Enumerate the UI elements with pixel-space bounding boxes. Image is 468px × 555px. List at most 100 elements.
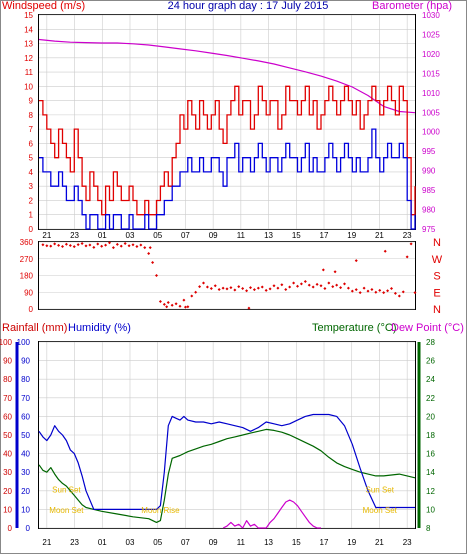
direction-point: [186, 305, 190, 309]
rain-tick-label: 10: [3, 505, 12, 514]
compass-label: E: [433, 287, 440, 299]
temperature-tick-label: 22: [426, 394, 435, 403]
wind-hour-tick-label: 15: [292, 231, 301, 240]
direction-panel-frame: [38, 241, 416, 310]
direction-point: [413, 291, 417, 295]
direction-point: [76, 243, 80, 247]
direction-point: [194, 290, 198, 294]
direction-point: [319, 284, 323, 288]
wind-hour-tick-label: 11: [237, 231, 246, 240]
direction-point: [245, 289, 249, 293]
compass-label: S: [433, 271, 440, 283]
direction-point: [72, 245, 76, 249]
rain-hour-tick-label: 23: [403, 538, 412, 547]
wind-hour-tick-label: 05: [153, 231, 162, 240]
wind-hour-tick-label: 07: [181, 231, 190, 240]
rain-tick-label: 0: [8, 524, 13, 533]
direction-point: [108, 241, 111, 245]
direction-point: [296, 284, 299, 288]
direction-point: [217, 287, 221, 291]
direction-point: [190, 294, 194, 298]
wind-panel-frame: [38, 14, 416, 230]
direction-point: [405, 255, 409, 259]
barometer-tick-label: 1010: [422, 89, 440, 98]
direction-point: [401, 290, 405, 294]
temperature-tick-label: 26: [426, 357, 435, 366]
barometer-tick-label: 995: [422, 147, 436, 156]
windspeed-tick-label: 7: [29, 125, 34, 134]
direction-point: [57, 243, 61, 247]
direction-point: [247, 306, 251, 310]
wind-hour-tick-label: 09: [209, 231, 218, 240]
windspeed-tick-label: 8: [29, 111, 34, 120]
direction-point: [280, 283, 284, 287]
direction-point: [323, 287, 327, 291]
direction-point: [131, 243, 135, 247]
direction-point: [221, 286, 225, 290]
wind-gust-line: [39, 85, 416, 216]
windspeed-tick-label: 5: [29, 154, 34, 163]
direction-point: [96, 242, 100, 246]
direction-point: [303, 279, 307, 283]
direction-point: [80, 241, 84, 245]
direction-point: [64, 242, 68, 246]
temperature-axis-title: Temperature (°C): [312, 322, 396, 334]
temperature-line: [38, 428, 416, 524]
wind-hour-tick-label: 13: [264, 231, 273, 240]
windspeed-tick-label: 1: [29, 211, 34, 220]
direction-point: [249, 286, 252, 290]
direction-point: [68, 244, 72, 248]
sun-moon-annotation: Moon Set: [363, 506, 398, 515]
direction-point: [292, 281, 296, 285]
rain-hour-tick-label: 21: [42, 538, 51, 547]
direction-tick-label: 90: [24, 288, 33, 297]
direction-point: [256, 286, 260, 290]
temperature-tick-label: 16: [426, 450, 435, 459]
direction-point: [104, 243, 108, 247]
direction-point: [100, 244, 104, 248]
temperature-tick-label: 10: [426, 505, 435, 514]
direction-point: [390, 287, 393, 291]
direction-point: [111, 246, 115, 250]
humidity-tick-label: 20: [21, 487, 30, 496]
direction-point: [241, 287, 245, 291]
direction-point: [362, 286, 366, 290]
direction-point: [276, 286, 280, 290]
wind-hour-tick-label: 17: [320, 231, 329, 240]
direction-point: [288, 285, 292, 289]
direction-point: [321, 268, 325, 272]
direction-point: [252, 288, 256, 292]
direction-point: [178, 304, 182, 308]
rain-hour-tick-label: 01: [98, 538, 107, 547]
rain-tick-label: 100: [0, 338, 13, 347]
direction-point: [147, 252, 151, 256]
temperature-tick-label: 12: [426, 487, 435, 496]
direction-point: [209, 287, 213, 291]
humidity-tick-label: 40: [21, 450, 30, 459]
dewpoint-line: [222, 499, 321, 529]
rain-tick-label: 50: [3, 431, 12, 440]
direction-point: [260, 285, 264, 289]
rain-tick-label: 30: [3, 468, 12, 477]
direction-point: [299, 282, 303, 286]
direction-point: [123, 241, 127, 245]
windspeed-tick-label: 9: [29, 97, 34, 106]
humidity-line: [38, 413, 415, 510]
direction-point: [225, 287, 229, 291]
windspeed-axis-title: Windspeed (m/s): [2, 0, 85, 12]
windspeed-tick-label: 12: [24, 54, 33, 63]
windspeed-tick-label: 11: [25, 68, 34, 77]
rain-hour-tick-label: 11: [237, 538, 246, 547]
direction-point: [92, 245, 96, 249]
temperature-tick-label: 18: [426, 431, 435, 440]
temperature-tick-label: 8: [426, 524, 431, 533]
direction-point: [61, 244, 64, 248]
barometer-tick-label: 980: [422, 206, 436, 215]
compass-label: W: [432, 254, 443, 266]
rain-tick-label: 20: [3, 487, 12, 496]
direction-tick-label: 0: [29, 305, 34, 314]
rain-tick-label: 80: [3, 375, 12, 384]
humidity-tick-label: 90: [21, 357, 30, 366]
wind-average-line: [39, 128, 416, 230]
sun-moon-annotation: Sun Set: [366, 486, 395, 495]
